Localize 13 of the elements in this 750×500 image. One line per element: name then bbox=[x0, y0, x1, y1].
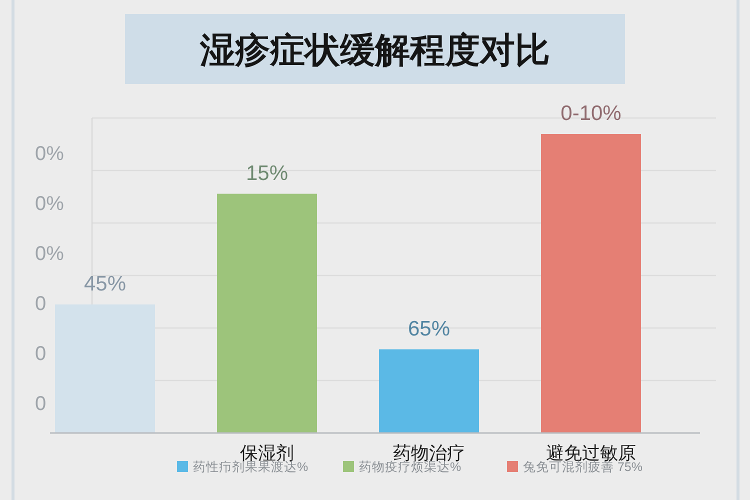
annotation: 0 bbox=[35, 293, 46, 315]
annotation: 0 bbox=[35, 393, 46, 415]
annotation: 65% bbox=[408, 317, 450, 340]
annotation: 0% bbox=[35, 243, 64, 265]
legend-label: 药物疫疗烦渠达% bbox=[359, 460, 462, 474]
annotation: 15% bbox=[246, 162, 288, 185]
chart-title: 湿疹症状缓解程度对比 bbox=[199, 31, 550, 70]
annotation: 0% bbox=[35, 193, 64, 215]
title: 湿疹症状缓解程度对比 bbox=[125, 14, 625, 84]
annotation: 0-10% bbox=[560, 102, 622, 125]
annotation: 45% bbox=[84, 272, 126, 296]
annotation: 0 bbox=[35, 343, 46, 365]
annotation: 0% bbox=[35, 143, 64, 165]
